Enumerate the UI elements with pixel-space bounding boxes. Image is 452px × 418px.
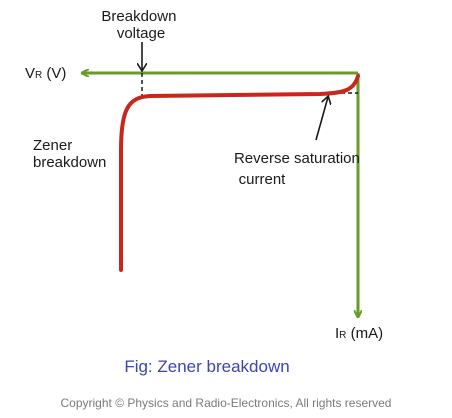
zener-line2: breakdown	[33, 154, 106, 171]
ir-axis-symbol: I	[335, 325, 339, 342]
vr-axis-symbol: V	[25, 65, 35, 82]
zener-curve	[119, 74, 360, 272]
reverse-sat-line2: current	[239, 171, 287, 188]
breakdown-voltage-label: Breakdown voltage	[101, 8, 180, 42]
copyright-notice: Copyright © Physics and Radio-Electronic…	[61, 396, 392, 410]
vr-axis-unit: (V)	[42, 65, 66, 82]
reverse-sat-line1: Reverse saturation	[234, 150, 360, 167]
breakdown-voltage-line1: Breakdown	[101, 8, 176, 25]
ir-axis-label: IR (mA)	[335, 325, 383, 342]
vr-axis-subscript: R	[35, 70, 42, 81]
reverse-saturation-label: Reverse saturation current	[234, 150, 364, 188]
vr-axis-label: VR (V)	[25, 65, 66, 82]
reverse-saturation-arrow	[315, 97, 328, 141]
zener-line1: Zener	[33, 137, 72, 154]
ir-axis-subscript: R	[339, 330, 346, 341]
figure-caption: Fig: Zener breakdown	[124, 357, 289, 376]
ir-axis-unit: (mA)	[346, 325, 383, 342]
breakdown-voltage-line2: voltage	[117, 25, 165, 42]
zener-breakdown-label: Zener breakdown	[33, 137, 106, 171]
